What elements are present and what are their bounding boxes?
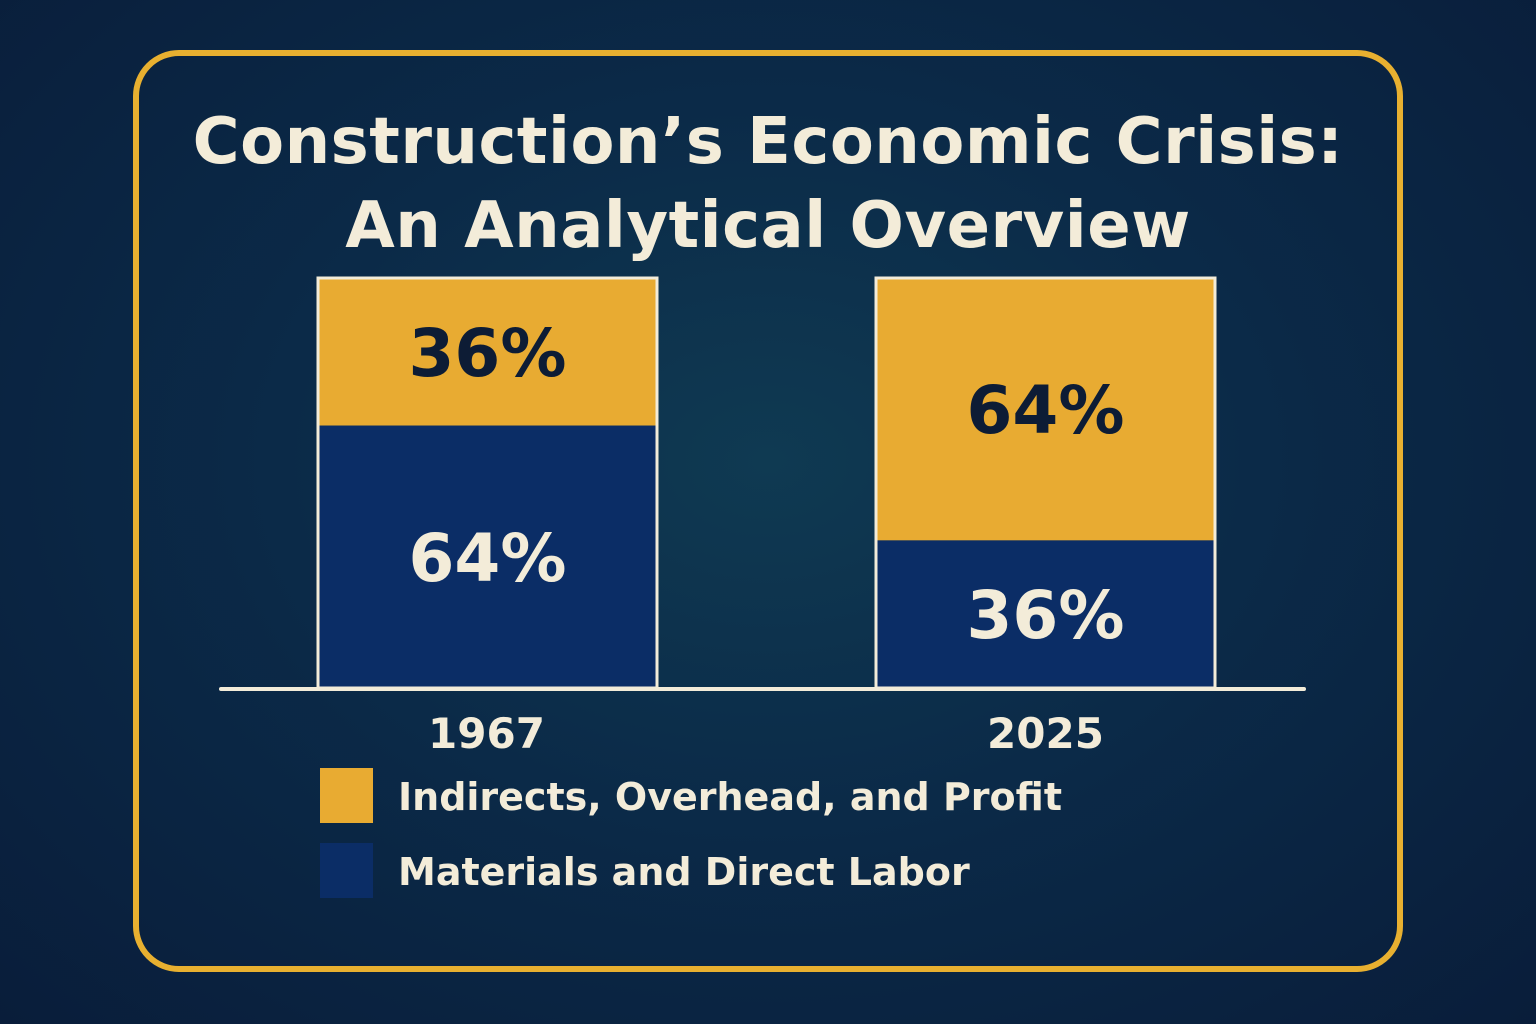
x-tick-label-1967: 1967	[428, 709, 545, 758]
data-label-materials-2025: 36%	[967, 577, 1125, 654]
legend-swatch-indirects	[320, 768, 373, 823]
data-label-materials-1967: 64%	[409, 520, 567, 597]
data-label-indirects-2025: 64%	[967, 372, 1125, 449]
chart-title: Construction’s Economic Crisis: An Analy…	[133, 100, 1403, 268]
x-tick-label-2025: 2025	[987, 709, 1104, 758]
legend-label-materials: Materials and Direct Labor	[398, 850, 970, 894]
bar-outline-1967	[316, 276, 659, 690]
bar-segment-materials-1967	[318, 425, 657, 688]
data-label-indirects-1967: 36%	[409, 315, 567, 392]
bar-segment-indirects-2025	[876, 278, 1215, 541]
title-line-2: An Analytical Overview	[345, 189, 1191, 263]
title-line-1: Construction’s Economic Crisis:	[192, 105, 1344, 179]
bar-outline-2025	[874, 276, 1217, 690]
legend: Indirects, Overhead, and Profit Materials…	[320, 768, 1062, 898]
legend-label-indirects: Indirects, Overhead, and Profit	[398, 775, 1062, 819]
gold-frame	[133, 50, 1403, 972]
bars-group: 36% 64% 1967 64% 36% 2025	[316, 276, 1217, 758]
legend-swatch-materials	[320, 843, 373, 898]
bar-segment-indirects-1967	[318, 278, 657, 426]
bar-segment-materials-2025	[876, 540, 1215, 688]
